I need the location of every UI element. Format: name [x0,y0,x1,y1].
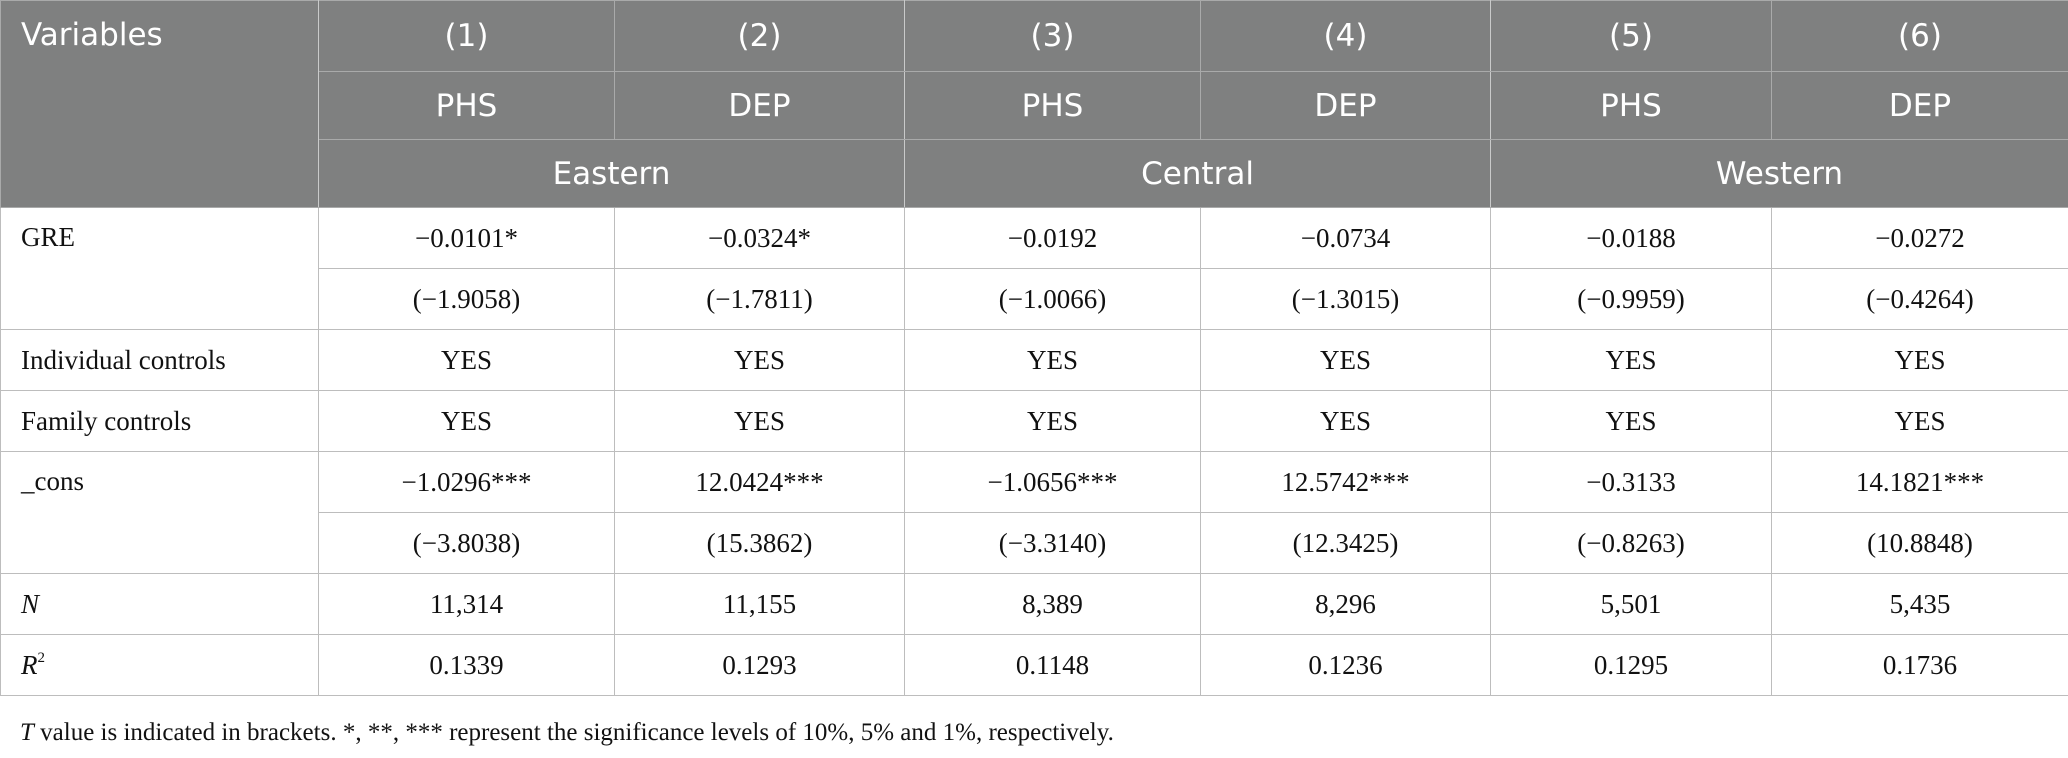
column-number: (4) [1200,0,1491,72]
table-cell: YES [1771,390,2068,452]
table-cell: (−1.0066) [904,268,1201,330]
table-cell: 0.1293 [614,634,905,696]
table-header: Variables (1) (2) (3) (4) (5) (6) PHS DE… [0,0,2068,208]
table-row-individual-controls: Individual controls YES YES YES YES YES … [0,329,2068,391]
table-cell: YES [1200,329,1491,391]
table-cell: YES [904,329,1201,391]
row-label-family-controls: Family controls [0,390,319,452]
table-cell: −1.0656*** [904,451,1201,513]
table-cell: YES [1490,329,1772,391]
table-cell: YES [1490,390,1772,452]
column-number: (6) [1771,0,2068,72]
dependent-var-header: DEP [614,71,905,140]
table-row-n: N 11,314 11,155 8,389 8,296 5,501 5,435 [0,573,2068,635]
footnote-text: value is indicated in brackets. *, **, *… [33,719,1114,746]
header-row-regions: Eastern Central Western [1,139,2068,208]
table-cell: YES [614,390,905,452]
table-cell: −0.0192 [904,207,1201,269]
table-cell: (15.3862) [614,512,905,574]
dependent-var-header: PHS [1490,71,1772,140]
table-cell: −0.3133 [1490,451,1772,513]
row-label-n: N [0,573,319,635]
row-label-r-squared: R2 [0,634,319,696]
table-row-gre-coef: GRE −0.0101* −0.0324* −0.0192 −0.0734 −0… [0,207,2068,330]
table-cell: 14.1821*** [1771,451,2068,513]
table-cell: (−3.3140) [904,512,1201,574]
table-cell: 11,155 [614,573,905,635]
row-label-individual-controls: Individual controls [0,329,319,391]
r-squared-superscript: 2 [37,649,46,666]
header-row-dependent-vars: PHS DEP PHS DEP PHS DEP [1,71,2068,140]
dependent-var-header: DEP [1771,71,2068,140]
table-cell: (−0.4264) [1771,268,2068,330]
table-cell: (12.3425) [1200,512,1491,574]
table-row-cons-coef: _cons −1.0296*** 12.0424*** −1.0656*** 1… [0,451,2068,574]
table-cell: (−1.3015) [1200,268,1491,330]
dependent-var-header: PHS [904,71,1201,140]
table-cell: −0.0101* [318,207,615,269]
table-cell: (−1.9058) [318,268,615,330]
table-cell: −0.0324* [614,207,905,269]
r-squared-symbol: R [21,649,38,680]
table-cell: 5,435 [1771,573,2068,635]
row-label-gre: GRE [0,207,319,330]
table-cell: −1.0296*** [318,451,615,513]
table-body: GRE −0.0101* −0.0324* −0.0192 −0.0734 −0… [0,207,2068,696]
table-cell: (−1.7811) [614,268,905,330]
table-cell: 5,501 [1490,573,1772,635]
table-cell: (−0.9959) [1490,268,1772,330]
table-cell: (−0.8263) [1490,512,1772,574]
column-number: (3) [904,0,1201,72]
header-row-column-numbers: Variables (1) (2) (3) (4) (5) (6) [0,0,2068,208]
regression-table-container: Variables (1) (2) (3) (4) (5) (6) PHS DE… [0,0,2068,696]
table-cell: 11,314 [318,573,615,635]
region-header-western: Western [1490,139,2068,208]
dependent-var-header: PHS [318,71,615,140]
footnote-italic-t: T [20,719,34,746]
table-cell: (−3.8038) [318,512,615,574]
table-cell: (10.8848) [1771,512,2068,574]
table-cell: 12.0424*** [614,451,905,513]
table-cell: 0.1736 [1771,634,2068,696]
table-cell: YES [318,329,615,391]
table-cell: YES [1771,329,2068,391]
table-row-family-controls: Family controls YES YES YES YES YES YES [0,390,2068,452]
table-cell: 8,296 [1200,573,1491,635]
table-cell: 0.1236 [1200,634,1491,696]
region-header-eastern: Eastern [318,139,905,208]
table-footnote: T value is indicated in brackets. *, **,… [20,719,1114,747]
column-number: (5) [1490,0,1772,72]
table-cell: YES [904,390,1201,452]
table-cell: 12.5742*** [1200,451,1491,513]
column-number: (1) [318,0,615,72]
variables-header: Variables [0,0,319,208]
dependent-var-header: DEP [1200,71,1491,140]
table-cell: −0.0272 [1771,207,2068,269]
table-cell: 0.1339 [318,634,615,696]
table-cell: YES [1200,390,1491,452]
region-header-central: Central [904,139,1491,208]
table-cell: YES [318,390,615,452]
row-label-cons: _cons [0,451,319,574]
table-cell: −0.0734 [1200,207,1491,269]
table-cell: 0.1295 [1490,634,1772,696]
table-cell: −0.0188 [1490,207,1772,269]
column-number: (2) [614,0,905,72]
table-row-r-squared: R2 0.1339 0.1293 0.1148 0.1236 0.1295 0.… [0,634,2068,696]
regression-table: Variables (1) (2) (3) (4) (5) (6) PHS DE… [0,0,2068,696]
table-cell: 0.1148 [904,634,1201,696]
table-cell: YES [614,329,905,391]
table-cell: 8,389 [904,573,1201,635]
